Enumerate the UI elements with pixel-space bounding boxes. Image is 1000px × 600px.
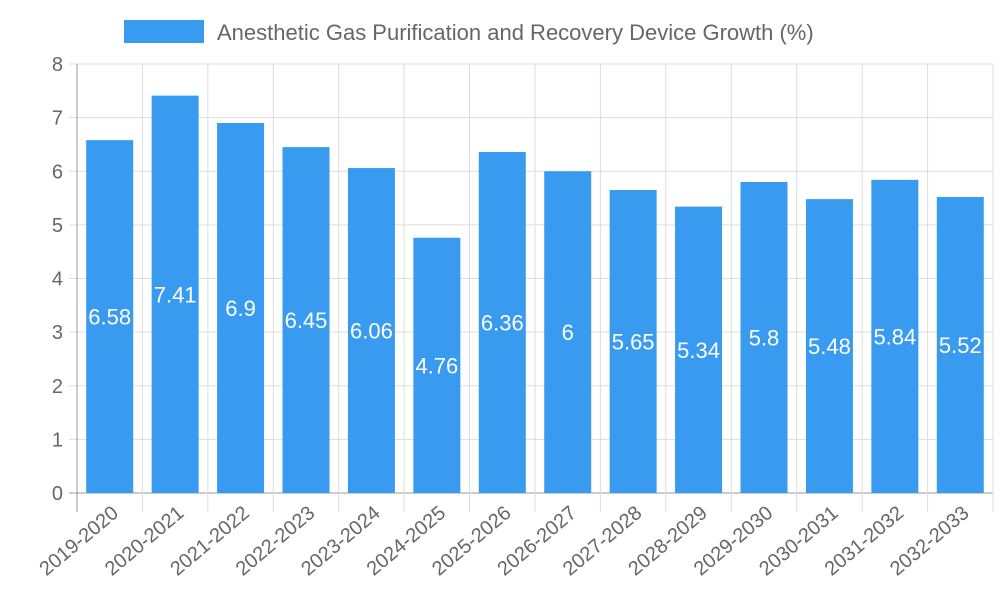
bar xyxy=(936,196,984,494)
bar xyxy=(151,95,199,494)
bar xyxy=(805,199,853,493)
data-label: 5.34 xyxy=(677,338,720,363)
bar xyxy=(609,190,657,494)
y-tick-label: 2 xyxy=(52,376,63,398)
bar xyxy=(413,237,461,493)
data-label: 5.65 xyxy=(612,330,655,355)
data-label: 6 xyxy=(562,320,574,345)
data-label: 5.84 xyxy=(873,324,916,349)
data-label: 6.45 xyxy=(285,308,328,333)
data-label: 7.41 xyxy=(154,282,197,307)
data-labels: 6.58 7.41 6.9 6.45 6.06 4.76 6.36 6 5.65 5.34 5.8 5… xyxy=(88,282,981,378)
y-tick-label: 4 xyxy=(52,269,63,291)
y-tick-label: 1 xyxy=(52,429,63,451)
y-axis-labels: 0 1 2 3 4 5 6 7 8 xyxy=(52,54,63,505)
legend-swatch xyxy=(124,20,204,43)
data-label: 6.58 xyxy=(88,305,131,330)
bar xyxy=(675,206,723,493)
legend[interactable]: Anesthetic Gas Purification and Recovery… xyxy=(124,20,814,45)
data-label: 6.36 xyxy=(481,310,524,335)
y-tick-label: 7 xyxy=(52,108,63,130)
bar xyxy=(86,140,134,493)
data-label: 5.8 xyxy=(749,325,780,350)
data-label: 6.06 xyxy=(350,319,393,344)
x-axis-labels: 2019-20202020-20212021-20222022-20232023… xyxy=(36,502,974,580)
bars xyxy=(86,95,984,494)
legend-label: Anesthetic Gas Purification and Recovery… xyxy=(217,20,814,45)
bar xyxy=(740,181,788,493)
data-label: 5.52 xyxy=(939,333,982,358)
bar xyxy=(217,122,265,494)
y-tick-label: 3 xyxy=(52,322,63,344)
bar xyxy=(478,151,526,493)
y-tick-label: 0 xyxy=(52,483,63,505)
grid xyxy=(69,63,994,512)
y-tick-label: 5 xyxy=(52,215,63,237)
bar xyxy=(282,147,330,493)
bar xyxy=(347,168,395,493)
y-tick-label: 8 xyxy=(52,54,63,76)
bar xyxy=(544,171,592,493)
data-label: 4.76 xyxy=(415,353,458,378)
data-label: 6.9 xyxy=(225,296,256,321)
bar xyxy=(871,179,919,493)
y-tick-label: 6 xyxy=(52,161,63,183)
data-label: 5.48 xyxy=(808,334,851,359)
